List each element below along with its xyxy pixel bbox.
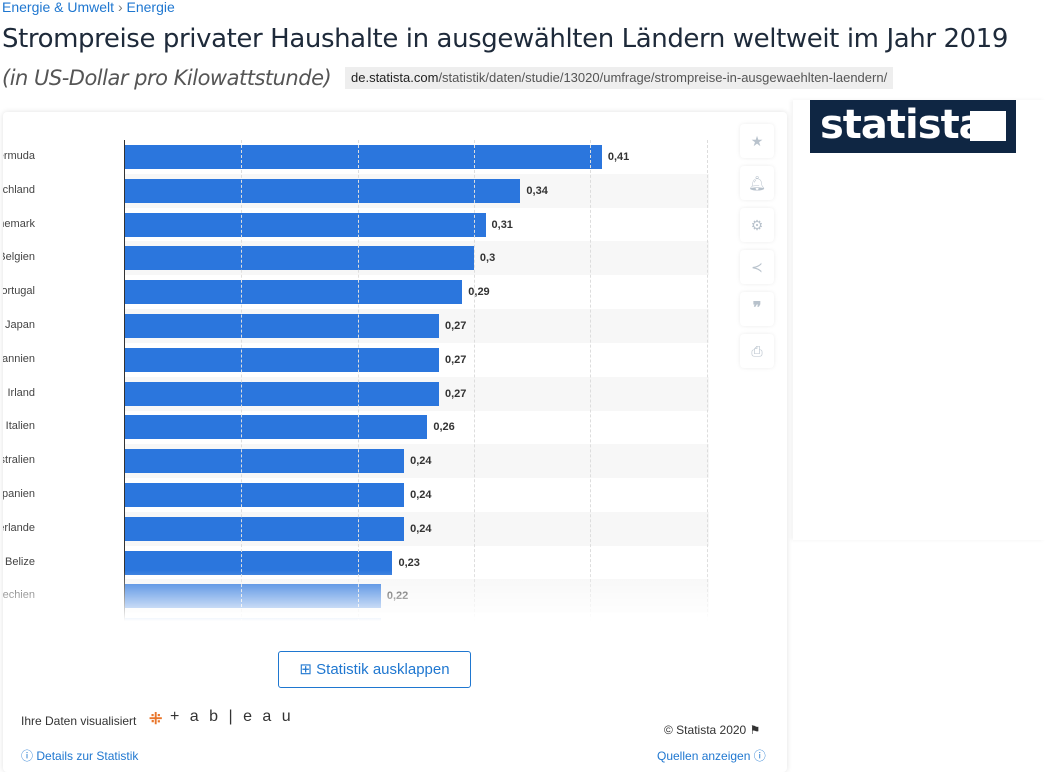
bar: [125, 347, 439, 372]
flag-icon[interactable]: ⚑: [749, 723, 761, 737]
value-label: 0,34: [526, 184, 548, 197]
gridline: [241, 140, 243, 627]
sources-label: Quellen anzeigen: [657, 749, 751, 763]
value-label: 0,24: [410, 489, 432, 501]
category-label: Belize: [5, 555, 35, 568]
table-row: Spanien 0,24: [3, 478, 709, 512]
table-row: Australien 0,24: [3, 444, 709, 479]
info-icon: ⓘ: [21, 749, 34, 763]
category-label: Italien: [5, 420, 35, 433]
table-row: Deutschland 0,34: [3, 173, 709, 208]
table-row: Japan 0,27: [3, 309, 709, 343]
bar: [125, 246, 474, 271]
value-label: 0,27: [445, 353, 467, 366]
expand-statistic-button[interactable]: ⊞ Statistik ausklappen: [278, 651, 471, 688]
table-row: Großbritannien 0,27: [3, 343, 709, 377]
value-label: 0,24: [410, 455, 432, 468]
logo-text: statista: [820, 102, 986, 148]
chart-plot: Bermuda 0,41 Deutschland 0,34 Dänemark 0,31 Be…: [3, 140, 787, 627]
value-label: 0,3: [479, 252, 496, 265]
gridline: [590, 140, 592, 627]
table-row: Belgien 0,3: [3, 241, 709, 276]
star-icon: ★: [750, 133, 764, 149]
print-button[interactable]: ⎙: [740, 334, 774, 368]
category-label: Bermuda: [3, 150, 35, 162]
category-label: Großbritannien: [3, 352, 35, 365]
value-label: 0,24: [410, 522, 432, 535]
details-label: Details zur Statistik: [36, 749, 139, 763]
logo-mark-icon: [970, 111, 1006, 141]
page-subtitle: (in US-Dollar pro Kilowattstunde): [2, 66, 332, 90]
visualized-label: Ihre Daten visualisiert: [21, 714, 137, 728]
plus-square-icon: ⊞: [299, 661, 312, 678]
url-path: /statistik/daten/studie/13020/umfrage/st…: [438, 70, 888, 85]
source-url[interactable]: de.statista.com/statistik/daten/studie/1…: [345, 67, 894, 89]
statista-logo: statista: [810, 100, 1016, 153]
settings-button[interactable]: ⚙: [740, 208, 774, 242]
gridline: [473, 140, 475, 627]
value-label: 0,31: [491, 218, 513, 231]
right-panel: [793, 100, 1045, 540]
gridline: [706, 140, 708, 627]
table-row: Italien 0,26: [3, 410, 709, 444]
value-label: 0,27: [445, 320, 467, 332]
bar: [125, 314, 439, 338]
expand-label: Statistik ausklappen: [316, 661, 450, 678]
favorite-button[interactable]: ★: [740, 124, 774, 158]
share-icon: ≺: [751, 259, 763, 275]
details-link[interactable]: ⓘ Details zur Statistik: [21, 747, 138, 764]
tableau-wordmark[interactable]: + a b | e a u: [170, 708, 294, 725]
value-label: 0,26: [433, 421, 455, 434]
table-row: Irland 0,27: [3, 376, 709, 411]
category-label: Niederlande: [3, 521, 35, 534]
breadcrumb-energie[interactable]: Energie: [126, 0, 175, 15]
category-label: Irland: [7, 386, 35, 399]
bar: [125, 212, 486, 237]
bar: [125, 178, 521, 203]
bar: [125, 381, 439, 406]
breadcrumb: Energie & Umwelt › Energie: [2, 0, 175, 15]
bar: [125, 483, 405, 507]
category-label: Dänemark: [3, 217, 35, 230]
bar: [125, 145, 602, 169]
gear-icon: ⚙: [750, 217, 764, 233]
copyright: © Statista 2020 ⚑: [664, 723, 760, 737]
info-icon: ⓘ: [753, 749, 766, 763]
bar: [125, 516, 405, 541]
chart-card: Bermuda 0,41 Deutschland 0,34 Dänemark 0,31 Be…: [3, 112, 787, 772]
value-label: 0,23: [398, 556, 420, 569]
value-label: 0,27: [445, 387, 467, 400]
category-label: Belgien: [3, 251, 35, 264]
category-label: Spanien: [3, 488, 35, 500]
sources-link[interactable]: Quellen anzeigen ⓘ: [657, 747, 766, 764]
notification-button[interactable]: 🔔︎: [740, 166, 774, 200]
fade-overlay: [3, 570, 787, 627]
print-icon: ⎙: [751, 343, 763, 359]
cite-button[interactable]: ❞: [740, 292, 774, 326]
value-label: 0,41: [607, 151, 630, 163]
quote-icon: ❞: [752, 300, 762, 317]
share-button[interactable]: ≺: [740, 250, 774, 284]
y-axis-line: [124, 140, 125, 627]
bar: [125, 449, 405, 474]
gridline: [357, 140, 359, 627]
copyright-text: © Statista 2020: [664, 723, 747, 737]
bar: [125, 280, 463, 305]
breadcrumb-separator: ›: [117, 0, 123, 15]
table-row: Bermuda 0,41: [3, 140, 709, 174]
value-label: 0,29: [468, 286, 490, 299]
table-row: Dänemark 0,31: [3, 208, 709, 242]
category-label: Australien: [3, 454, 35, 467]
tableau-logo-icon: ⁜: [149, 711, 163, 728]
category-label: Deutschland: [3, 183, 35, 196]
category-label: Japan: [5, 319, 35, 331]
table-row: Portugal 0,29: [3, 275, 709, 309]
page-title: Strompreise privater Haushalte in ausgew…: [2, 24, 1009, 54]
breadcrumb-energie-umwelt[interactable]: Energie & Umwelt: [2, 0, 115, 15]
table-row: Niederlande 0,24: [3, 511, 709, 546]
bar: [125, 415, 428, 440]
category-label: Portugal: [3, 285, 35, 298]
url-domain: de.statista.com: [351, 70, 439, 85]
bell-icon: 🔔︎: [748, 175, 766, 191]
